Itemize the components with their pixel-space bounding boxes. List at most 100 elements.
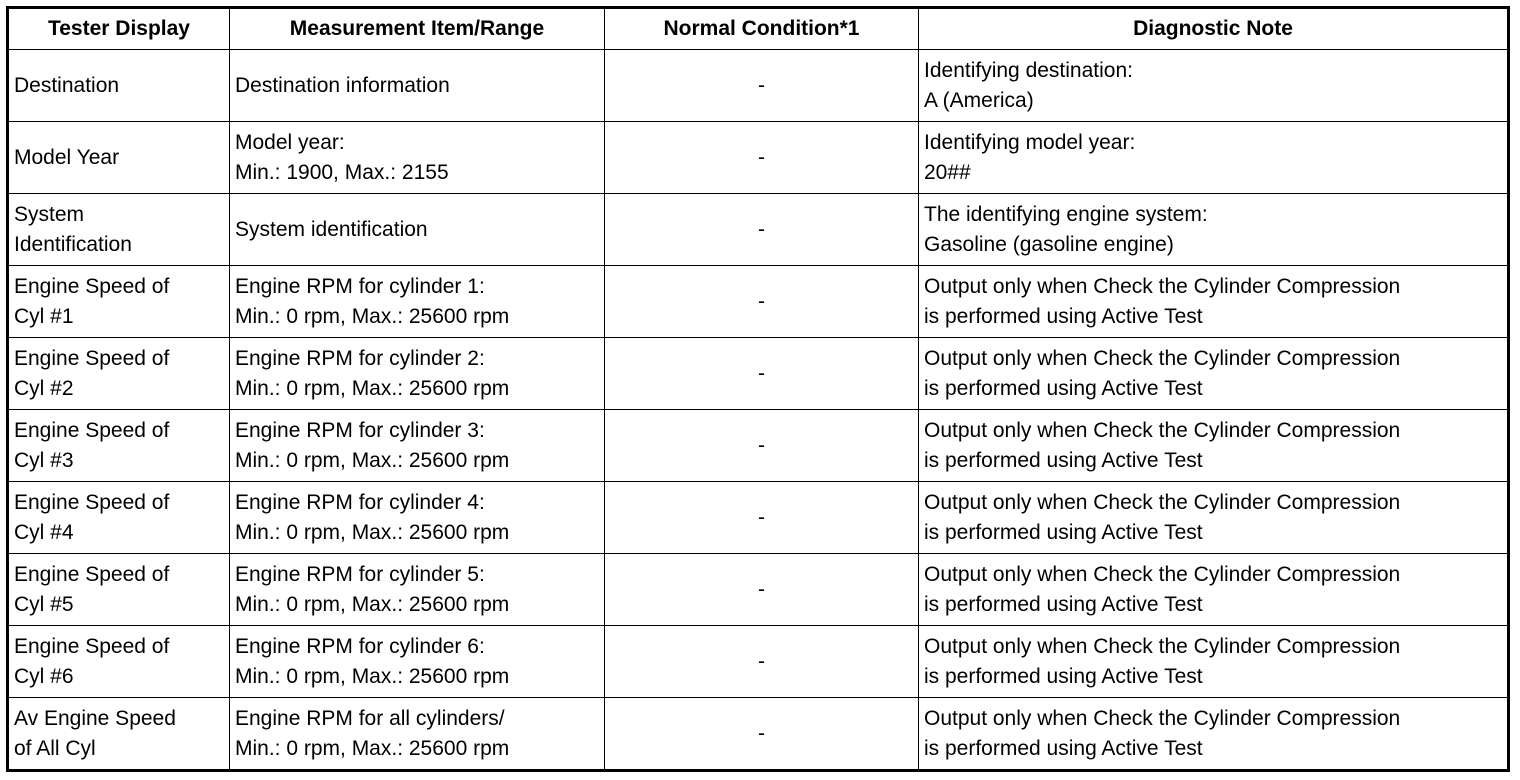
cell-line: Min.: 0 rpm, Max.: 25600 rpm: [235, 448, 510, 472]
table-cell: Engine RPM for cylinder 1: Min.: 0 rpm, M…: [229, 265, 605, 338]
cell-line: Engine Speed of: [14, 274, 170, 298]
table-cell: Engine RPM for all cylinders/Min.: 0 rpm…: [229, 697, 605, 771]
cell-line: is performed using Active Test: [924, 304, 1203, 328]
table-cell: Engine Speed of Cyl #5: [7, 553, 230, 626]
cell-line: is performed using Active Test: [924, 448, 1203, 472]
cell-line: System: [14, 202, 85, 226]
table-cell: Engine RPM for cylinder 4: Min.: 0 rpm, M…: [229, 481, 605, 554]
table-row: Engine Speed of Cyl #6 Engine RPM for cyli…: [7, 625, 1509, 698]
table-cell: Engine Speed of Cyl #6: [7, 625, 230, 698]
cell-line: -: [758, 289, 765, 313]
cell-line: A (America): [924, 88, 1034, 112]
cell-line: -: [758, 145, 765, 169]
cell-line: Cyl #6: [14, 664, 74, 688]
cell-line: Engine RPM for cylinder 2:: [235, 346, 485, 370]
cell-line: System identification: [235, 217, 428, 241]
cell-line: Identifying destination:: [924, 58, 1133, 82]
cell-line: Cyl #1: [14, 304, 74, 328]
table-cell: Engine RPM for cylinder 2: Min.: 0 rpm, M…: [229, 337, 605, 410]
cell-line: Engine Speed of: [14, 634, 170, 658]
cell-line: Engine Speed of: [14, 418, 170, 442]
cell-line: Engine Speed of: [14, 562, 170, 586]
cell-line: Engine RPM for cylinder 3:: [235, 418, 485, 442]
table-cell: -: [604, 481, 919, 554]
table-cell: Model Year: [7, 121, 230, 194]
table-cell: -: [604, 625, 919, 698]
cell-line: 20##: [924, 160, 971, 184]
table-cell: -: [604, 337, 919, 410]
table-cell: Engine RPM for cylinder 5: Min.: 0 rpm, M…: [229, 553, 605, 626]
table-cell: Engine Speed of Cyl #1: [7, 265, 230, 338]
table-cell: Output only when Check the Cylinder Comp…: [918, 481, 1509, 554]
cell-line: -: [758, 361, 765, 385]
table-cell: Destination: [7, 49, 230, 122]
table-cell: Engine Speed of Cyl #4: [7, 481, 230, 554]
cell-line: Identification: [14, 232, 132, 256]
table-row: Engine Speed of Cyl #4 Engine RPM for cyli…: [7, 481, 1509, 554]
table-row: Engine Speed of Cyl #1 Engine RPM for cyli…: [7, 265, 1509, 338]
table-cell: Output only when Check the Cylinder Comp…: [918, 625, 1509, 698]
cell-line: is performed using Active Test: [924, 736, 1203, 760]
table-cell: Output only when Check the Cylinder Comp…: [918, 553, 1509, 626]
table-body: Destination Destination information - Ident…: [7, 49, 1509, 771]
table-row: Engine Speed of Cyl #5 Engine RPM for cyli…: [7, 553, 1509, 626]
table-row: System Identification System identificatio…: [7, 193, 1509, 266]
table-row: Destination Destination information - Ident…: [7, 49, 1509, 122]
cell-line: is performed using Active Test: [924, 664, 1203, 688]
cell-line: Destination: [14, 73, 120, 97]
cell-line: Destination information: [235, 73, 450, 97]
cell-line: Engine RPM for all cylinders/: [235, 706, 505, 730]
cell-line: Min.: 1900, Max.: 2155: [235, 160, 449, 184]
header-cell: Normal Condition*1: [604, 7, 919, 50]
cell-line: Cyl #3: [14, 448, 74, 472]
cell-line: is performed using Active Test: [924, 376, 1203, 400]
header-cell: Measurement Item/Range: [229, 7, 605, 50]
table-row: Model Year Model year: Min.: 1900, Max.: 2…: [7, 121, 1509, 194]
table-cell: Identifying model year: 20##: [918, 121, 1509, 194]
cell-line: Cyl #2: [14, 376, 74, 400]
table-cell: System Identification: [7, 193, 230, 266]
table-cell: Output only when Check the Cylinder Comp…: [918, 697, 1509, 771]
table-row: Engine Speed of Cyl #2 Engine RPM for cyli…: [7, 337, 1509, 410]
header-cell: Diagnostic Note: [918, 7, 1509, 50]
cell-line: is performed using Active Test: [924, 520, 1203, 544]
table-cell: Destination information: [229, 49, 605, 122]
table-header: Tester Display Measurement Item/Range Norm…: [7, 7, 1509, 50]
table-cell: -: [604, 553, 919, 626]
table-row: Engine Speed of Cyl #3 Engine RPM for cyli…: [7, 409, 1509, 482]
cell-line: -: [758, 649, 765, 673]
cell-line: Min.: 0 rpm, Max.: 25600 rpm: [235, 520, 510, 544]
cell-line: Engine Speed of: [14, 490, 170, 514]
table-cell: Model year: Min.: 1900, Max.: 2155: [229, 121, 605, 194]
table-cell: System identification: [229, 193, 605, 266]
cell-line: -: [758, 721, 765, 745]
cell-line: -: [758, 73, 765, 97]
cell-line: Output only when Check the Cylinder Comp…: [924, 634, 1401, 658]
cell-line: Engine RPM for cylinder 5:: [235, 562, 485, 586]
cell-line: Av Engine Speed: [14, 706, 176, 730]
cell-line: Output only when Check the Cylinder Comp…: [924, 706, 1401, 730]
table-cell: -: [604, 265, 919, 338]
cell-line: Identifying model year:: [924, 130, 1136, 154]
table-cell: -: [604, 193, 919, 266]
cell-line: is performed using Active Test: [924, 592, 1203, 616]
table-cell: Engine Speed of Cyl #2: [7, 337, 230, 410]
cell-line: -: [758, 217, 765, 241]
cell-line: -: [758, 577, 765, 601]
table-cell: Identifying destination: A (America): [918, 49, 1509, 122]
cell-line: Engine RPM for cylinder 1:: [235, 274, 485, 298]
table-cell: The identifying engine system: Gasoline (…: [918, 193, 1509, 266]
cell-line: Min.: 0 rpm, Max.: 25600 rpm: [235, 304, 510, 328]
cell-line: Min.: 0 rpm, Max.: 25600 rpm: [235, 736, 510, 760]
cell-line: Output only when Check the Cylinder Comp…: [924, 562, 1401, 586]
cell-line: Min.: 0 rpm, Max.: 25600 rpm: [235, 664, 510, 688]
cell-line: -: [758, 433, 765, 457]
cell-line: Engine RPM for cylinder 6:: [235, 634, 485, 658]
table-cell: Output only when Check the Cylinder Comp…: [918, 337, 1509, 410]
cell-line: Output only when Check the Cylinder Comp…: [924, 490, 1401, 514]
table-wrap: Tester Display Measurement Item/Range Norm…: [6, 6, 1510, 772]
table-cell: Output only when Check the Cylinder Comp…: [918, 409, 1509, 482]
cell-line: Output only when Check the Cylinder Comp…: [924, 418, 1401, 442]
header-row: Tester Display Measurement Item/Range Norm…: [7, 7, 1509, 50]
cell-line: -: [758, 505, 765, 529]
